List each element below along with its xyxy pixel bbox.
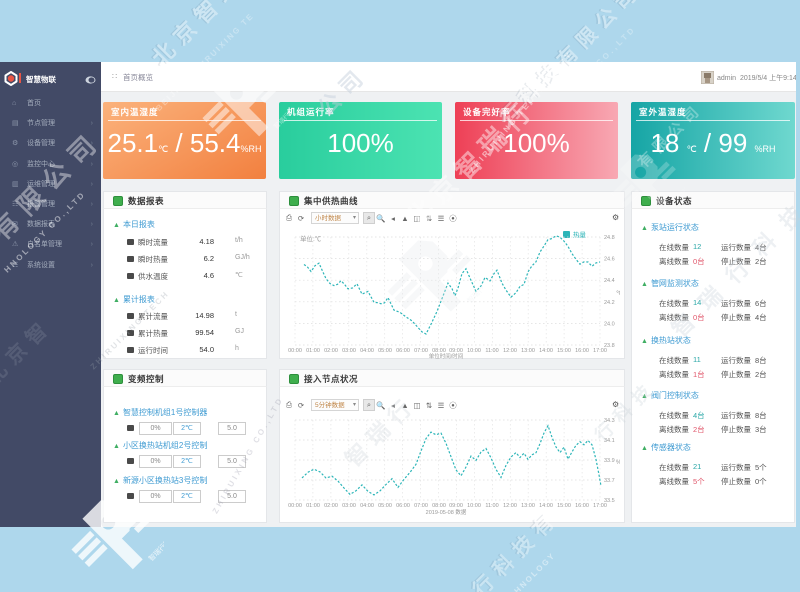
svg-text:33.5: 33.5 bbox=[604, 498, 615, 504]
svg-text:17:00: 17:00 bbox=[593, 348, 607, 354]
svg-text:09:00: 09:00 bbox=[449, 348, 463, 354]
svg-text:00:00: 00:00 bbox=[288, 348, 302, 354]
svg-text:05:00: 05:00 bbox=[378, 503, 392, 509]
svg-text:00:00: 00:00 bbox=[288, 503, 302, 509]
svg-text:08:00: 08:00 bbox=[432, 503, 446, 509]
svg-text:17:00: 17:00 bbox=[593, 503, 607, 509]
svg-text:单位:℃: 单位:℃ bbox=[300, 234, 322, 243]
svg-text:16:00: 16:00 bbox=[575, 503, 589, 509]
svg-text:14:00: 14:00 bbox=[539, 348, 553, 354]
svg-text:23.8: 23.8 bbox=[604, 343, 615, 349]
svg-text:10:00: 10:00 bbox=[467, 503, 481, 509]
svg-text:24.0: 24.0 bbox=[604, 321, 615, 327]
svg-text:08:00: 08:00 bbox=[432, 348, 446, 354]
svg-text:2019-05-08 数据: 2019-05-08 数据 bbox=[426, 508, 467, 516]
svg-text:09:00: 09:00 bbox=[449, 503, 463, 509]
svg-text:24.4: 24.4 bbox=[604, 278, 615, 284]
svg-text:15:00: 15:00 bbox=[557, 503, 571, 509]
svg-text:12:00: 12:00 bbox=[503, 348, 517, 354]
svg-text:06:00: 06:00 bbox=[396, 348, 410, 354]
svg-text:智瑞行科技: 智瑞行科技 bbox=[671, 179, 685, 205]
svg-text:单位时间/时间: 单位时间/时间 bbox=[429, 352, 464, 359]
svg-text:01:00: 01:00 bbox=[306, 503, 320, 509]
svg-text:34.3: 34.3 bbox=[604, 418, 615, 424]
svg-text:13:00: 13:00 bbox=[521, 503, 535, 509]
svg-text:01:00: 01:00 bbox=[306, 348, 320, 354]
svg-text:04:00: 04:00 bbox=[360, 503, 374, 509]
svg-text:24.8: 24.8 bbox=[604, 235, 615, 241]
svg-text:11:00: 11:00 bbox=[485, 348, 498, 354]
svg-text:16:00: 16:00 bbox=[575, 348, 589, 354]
svg-text:07:00: 07:00 bbox=[414, 503, 428, 509]
svg-text:智瑞行科技: 智瑞行科技 bbox=[147, 532, 164, 563]
svg-text:02:00: 02:00 bbox=[324, 348, 338, 354]
svg-text:33.9: 33.9 bbox=[604, 458, 615, 464]
svg-text:07:00: 07:00 bbox=[414, 348, 428, 354]
svg-text:04:00: 04:00 bbox=[360, 348, 374, 354]
svg-text:24.2: 24.2 bbox=[604, 300, 615, 306]
svg-text:05:00: 05:00 bbox=[378, 348, 392, 354]
svg-text:02:00: 02:00 bbox=[324, 503, 338, 509]
svg-text:14:00: 14:00 bbox=[539, 503, 553, 509]
svg-text:03:00: 03:00 bbox=[342, 503, 356, 509]
svg-text:13:00: 13:00 bbox=[521, 348, 535, 354]
svg-text:24.6: 24.6 bbox=[604, 257, 615, 263]
svg-text:33.7: 33.7 bbox=[604, 478, 615, 484]
svg-text:%: % bbox=[616, 460, 620, 466]
svg-text:智瑞行科技: 智瑞行科技 bbox=[271, 101, 288, 131]
svg-text:34.1: 34.1 bbox=[604, 438, 615, 444]
svg-text:15:00: 15:00 bbox=[557, 348, 571, 354]
svg-text:10:00: 10:00 bbox=[467, 348, 481, 354]
svg-text:03:00: 03:00 bbox=[342, 348, 356, 354]
svg-text:℃: ℃ bbox=[616, 291, 620, 297]
svg-text:智瑞行科技: 智瑞行科技 bbox=[465, 273, 483, 305]
svg-text:06:00: 06:00 bbox=[396, 503, 410, 509]
svg-text:热量: 热量 bbox=[573, 230, 587, 239]
svg-text:12:00: 12:00 bbox=[503, 503, 517, 509]
svg-text:11:00: 11:00 bbox=[485, 503, 498, 509]
